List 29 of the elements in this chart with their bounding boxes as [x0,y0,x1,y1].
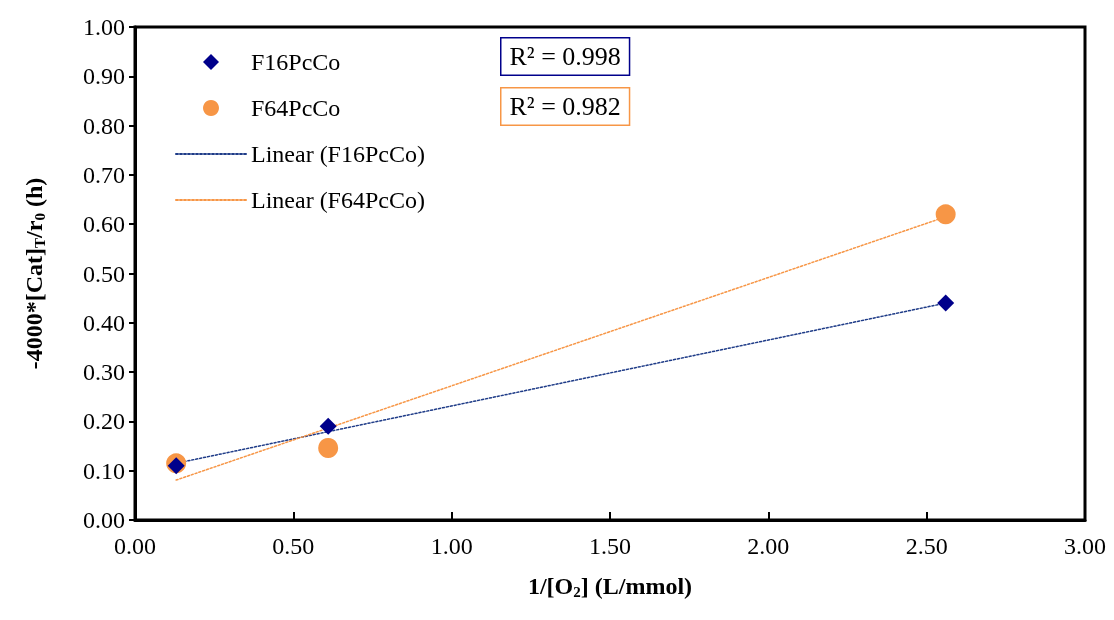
y-tick-label: 0.10 [83,457,125,484]
point [319,417,337,435]
y-tick-label: 0.60 [83,211,125,238]
legend-label: F16PcCo [251,49,341,75]
point [937,294,955,312]
y-axis-title: -4000*[Cat]T/r0 (h) [20,177,48,370]
x-tick-label: 2.00 [747,533,790,559]
x-tick-label: 0.00 [114,533,156,559]
x-tick-label: 2.50 [905,533,948,559]
y-tick-label: 0.70 [83,161,125,188]
legend-label: Linear (F64PcCo) [251,187,425,213]
y-tick-label: 0.00 [83,507,125,533]
y-tick-label: 0.50 [83,260,125,287]
y-tick-label: 0.90 [83,63,125,90]
y-tick-label: 1.00 [83,14,125,40]
x-tick-label: 1.50 [589,533,631,559]
annotation: R² = 0.998 [509,42,621,71]
y-tick-label: 0.40 [83,309,125,336]
y-tick-label: 0.30 [83,359,125,386]
x-tick-label: 0.50 [272,533,315,559]
point [935,204,956,225]
annotation: R² = 0.982 [509,92,621,121]
legend-label: Linear (F16PcCo) [251,141,425,167]
legend-label: F64PcCo [251,95,341,121]
x-tick-label: 3.00 [1064,533,1106,559]
y-tick-label: 0.80 [83,112,125,139]
point [318,438,339,459]
x-tick-label: 1.00 [430,533,473,559]
y-tick-label: 0.20 [83,408,125,435]
